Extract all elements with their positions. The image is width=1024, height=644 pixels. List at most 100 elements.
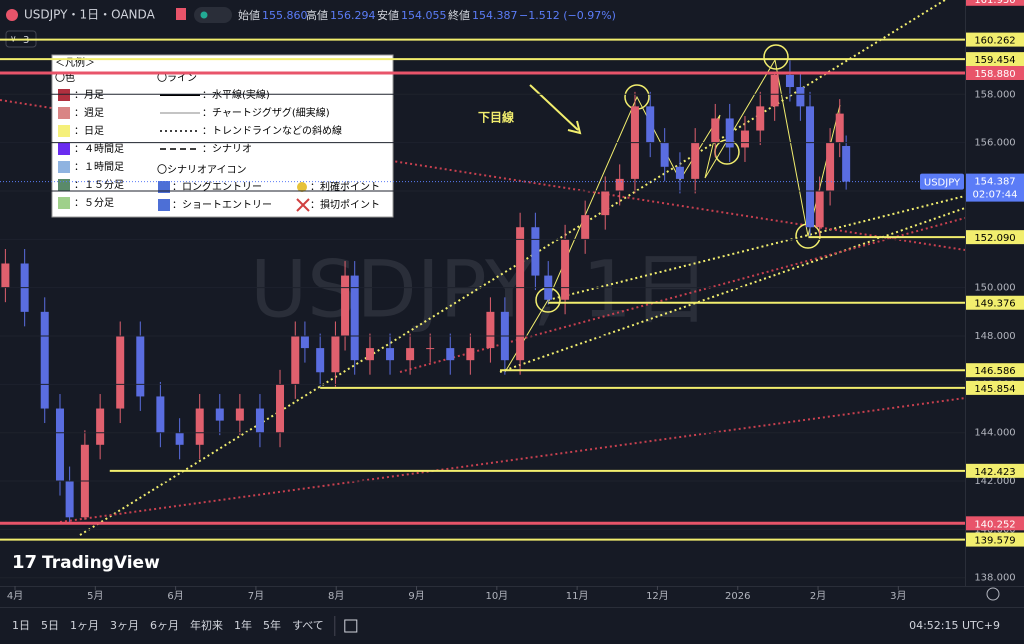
y-tick-label: 150.000 bbox=[974, 283, 1015, 294]
status bbox=[194, 7, 232, 23]
candle-body bbox=[331, 336, 340, 373]
candle-body bbox=[215, 408, 224, 421]
legend-heading: 〇ライン bbox=[157, 72, 197, 84]
price-tag-label: 142.423 bbox=[974, 467, 1015, 478]
price-tag-label: 139.579 bbox=[974, 536, 1015, 547]
candle-body bbox=[756, 106, 765, 131]
legend-label: ：利確ポイント bbox=[310, 180, 380, 193]
legend-label: ：週足 bbox=[74, 107, 104, 119]
range-button[interactable]: すべて bbox=[292, 619, 324, 632]
countdown: 02:07:44 bbox=[973, 190, 1018, 201]
high-label: 高値 bbox=[306, 8, 328, 22]
x-tick-label: 2026 bbox=[725, 591, 750, 602]
flag-icon[interactable] bbox=[176, 8, 186, 20]
y-tick-label: 148.000 bbox=[974, 331, 1015, 342]
price-tag bbox=[966, 52, 1024, 67]
candle-body bbox=[156, 396, 165, 433]
legend-label: ：損切ポイント bbox=[310, 198, 380, 211]
candle-body bbox=[446, 348, 455, 361]
range-button[interactable]: 6ヶ月 bbox=[150, 619, 179, 632]
x-tick-label: 9月 bbox=[408, 590, 424, 602]
range-button[interactable]: 1日 bbox=[12, 619, 30, 632]
range-button[interactable]: 1ヶ月 bbox=[70, 619, 99, 632]
candle-body bbox=[365, 348, 374, 361]
candle-body bbox=[561, 239, 570, 300]
open: 155.860 bbox=[262, 9, 308, 22]
legend-swatch bbox=[58, 143, 70, 155]
settings-icon[interactable] bbox=[986, 587, 1000, 601]
price-tag-label: 140.252 bbox=[974, 519, 1015, 530]
price-tag-label: 154.387 bbox=[974, 177, 1015, 188]
candle-body bbox=[711, 118, 720, 143]
price-tag bbox=[966, 32, 1024, 47]
range-button[interactable]: 5日 bbox=[41, 619, 59, 632]
candle-body bbox=[175, 432, 184, 445]
watermark: USDJPY, 1日 bbox=[250, 245, 710, 335]
legend-swatch bbox=[58, 89, 70, 101]
legend-swatch bbox=[58, 179, 70, 191]
candle-body bbox=[646, 106, 655, 143]
candle-body bbox=[406, 348, 415, 361]
candle-body bbox=[96, 408, 105, 445]
candle-body bbox=[826, 142, 835, 191]
trendline bbox=[499, 207, 966, 373]
axis-line bbox=[965, 0, 966, 586]
x-tick-label: 4月 bbox=[7, 590, 23, 602]
brand: TradingView bbox=[42, 553, 160, 573]
close: 154.387 bbox=[472, 9, 518, 22]
annotation: 下目線 bbox=[478, 110, 514, 125]
candle-body bbox=[581, 215, 590, 240]
symbol: USDJPY・1日・OANDA bbox=[24, 8, 156, 22]
x-tick-label: 3月 bbox=[890, 590, 906, 602]
candle-body bbox=[341, 275, 350, 337]
legend-swatch bbox=[58, 107, 70, 119]
price-tag-label: 149.376 bbox=[974, 299, 1015, 310]
range-button[interactable]: 3ヶ月 bbox=[110, 619, 139, 632]
candle-body bbox=[40, 311, 49, 409]
legend-label: ：ロングエントリー bbox=[172, 180, 262, 193]
range-button[interactable]: 年初来 bbox=[190, 618, 223, 632]
x-tick-label: 10月 bbox=[485, 590, 508, 602]
legend-label: ：トレンドラインなどの斜め線 bbox=[202, 124, 342, 137]
legend-title: ＜凡例＞ bbox=[55, 56, 95, 69]
status-dot bbox=[200, 11, 208, 19]
price-tag bbox=[966, 532, 1024, 547]
price-tag-label: 145.854 bbox=[974, 384, 1015, 395]
x-tick-label: 2月 bbox=[810, 590, 826, 602]
legend-label: ：日足 bbox=[74, 125, 104, 137]
candle-body bbox=[386, 348, 395, 361]
zigzag bbox=[504, 58, 841, 373]
range-button[interactable]: 1年 bbox=[234, 618, 252, 632]
axis-line bbox=[0, 586, 1024, 587]
date-range-icon[interactable] bbox=[344, 619, 358, 633]
price-tag-label: 158.880 bbox=[974, 69, 1015, 80]
x-tick-label: 5月 bbox=[87, 590, 103, 602]
candle-body bbox=[691, 142, 700, 179]
price-tag-label: 160.262 bbox=[974, 36, 1015, 47]
candle-body bbox=[531, 227, 540, 276]
candle-body bbox=[785, 74, 794, 88]
price-tag bbox=[966, 173, 1024, 202]
price-tag bbox=[966, 363, 1024, 378]
candle-body bbox=[316, 348, 325, 373]
candle-body bbox=[55, 408, 64, 482]
candle-body bbox=[300, 336, 309, 349]
candle-body bbox=[601, 190, 610, 216]
x-tick-label: 8月 bbox=[328, 590, 344, 602]
symbol-icon bbox=[6, 9, 18, 21]
legend-label: ：ショートエントリー bbox=[172, 200, 272, 211]
y-tick-label: 142.000 bbox=[974, 476, 1015, 487]
candle-body bbox=[350, 275, 359, 361]
open-label: 始値 bbox=[238, 8, 260, 22]
candle-body bbox=[516, 227, 525, 361]
legend-heading: 〇シナリオアイコン bbox=[157, 164, 247, 176]
x-tick-label: 6月 bbox=[167, 590, 183, 602]
legend: ＜凡例＞ 〇色 〇ライン 〇シナリオアイコン ：月足：週足：日足：４時間足：１時… bbox=[51, 54, 394, 218]
range-button[interactable]: 5年 bbox=[263, 618, 281, 632]
legend-swatch bbox=[58, 197, 70, 209]
price-tag-label: 159.454 bbox=[974, 55, 1015, 66]
legend-label: ：月足 bbox=[74, 89, 104, 101]
price-tag bbox=[966, 66, 1024, 81]
price-tag-label: 146.586 bbox=[974, 366, 1015, 377]
